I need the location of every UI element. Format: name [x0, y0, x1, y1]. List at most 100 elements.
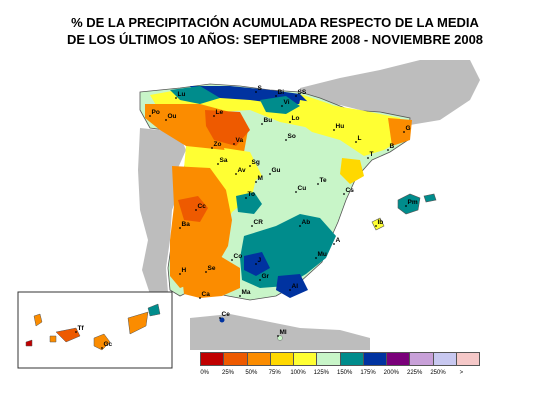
legend-tick: 125% — [313, 370, 330, 376]
city-label: Sa — [220, 157, 228, 164]
city-label: H — [182, 267, 187, 274]
city-label: Gr — [262, 273, 270, 280]
zone-yellow-ne — [296, 100, 404, 156]
mallorca — [397, 193, 421, 215]
city-dot — [245, 197, 247, 199]
city-dot — [255, 263, 257, 265]
legend-swatch — [410, 353, 434, 365]
city-dot — [333, 129, 335, 131]
legend: 0% 25% 50% 75% 100% 125% 150% 175% 200% 225% 250% > — [200, 352, 480, 384]
city-label: SS — [298, 89, 307, 96]
city-dot — [101, 347, 103, 349]
zone-orange-girona — [388, 118, 412, 146]
city-dot — [205, 271, 207, 273]
city-dot — [179, 227, 181, 229]
legend-tick: 225% — [406, 370, 423, 376]
city-label: B — [390, 143, 395, 150]
city-label: M — [258, 175, 263, 182]
legend-tick: 25% — [221, 370, 235, 376]
city-dot — [281, 105, 283, 107]
legend-tick: 200% — [383, 370, 400, 376]
title-line-2: DE LOS ÚLTIMOS 10 AÑOS: SEPTIEMBRE 2008 … — [66, 32, 484, 47]
city-label: Al — [292, 283, 299, 290]
ibiza — [371, 217, 385, 231]
city-dot — [165, 119, 167, 121]
city-dot — [75, 331, 77, 333]
city-dot — [343, 193, 345, 195]
city-dot — [299, 225, 301, 227]
city-label: Sg — [252, 159, 260, 166]
city-label: So — [288, 133, 296, 140]
city-dot — [179, 273, 181, 275]
city-label: Hu — [336, 123, 345, 130]
city-label: L — [358, 135, 362, 142]
city-label: Ca — [202, 291, 211, 298]
canary-gomera — [49, 335, 57, 343]
zone-blue-se — [244, 252, 270, 276]
zone-yellow-east — [340, 158, 364, 184]
legend-swatch — [247, 353, 271, 365]
city-label: Ma — [242, 289, 251, 296]
legend-swatch — [340, 353, 364, 365]
legend-swatch — [201, 353, 225, 365]
city-dot — [233, 143, 235, 145]
legend-tick: 250% — [430, 370, 446, 376]
city-label: Lu — [178, 91, 186, 98]
city-dot — [289, 289, 291, 291]
canary-fuerteventura — [127, 311, 149, 335]
france-land — [300, 60, 480, 125]
city-label: S — [258, 85, 263, 92]
city-dot — [251, 225, 253, 227]
legend-swatches — [200, 352, 480, 366]
city-label: T — [370, 151, 374, 158]
city-dot — [239, 295, 241, 297]
city-dot — [275, 95, 277, 97]
city-label: Bu — [264, 117, 273, 124]
legend-swatch — [363, 353, 387, 365]
zone-yellow-center — [224, 148, 262, 186]
city-label: Ou — [168, 113, 177, 120]
city-dot — [295, 95, 297, 97]
city-dot — [149, 115, 151, 117]
city-label: Co — [234, 253, 243, 260]
legend-tick: 175% — [360, 370, 376, 376]
city-label: To — [248, 191, 255, 198]
city-label: Ml — [280, 329, 287, 336]
city-label: Cc — [198, 203, 207, 210]
zone-red-cc — [178, 196, 208, 222]
city-dot — [199, 297, 201, 299]
city-dot — [213, 115, 215, 117]
map-title: % DE LA PRECIPITACIÓN ACUMULADA RESPECTO… — [0, 14, 550, 48]
city-dot — [261, 123, 263, 125]
city-label: Vi — [284, 99, 290, 106]
city-label: Cu — [298, 185, 307, 192]
city-dot — [355, 141, 357, 143]
zone-teal-center — [236, 192, 262, 214]
city-dot — [295, 191, 297, 193]
title-line-1: % DE LA PRECIPITACIÓN ACUMULADA RESPECTO… — [71, 15, 479, 30]
legend-tick: 100% — [290, 370, 306, 376]
city-dot — [375, 225, 377, 227]
legend-swatch — [224, 353, 248, 365]
legend-swatch — [294, 353, 318, 365]
city-dot — [211, 147, 213, 149]
legend-tick: 50% — [245, 370, 258, 376]
city-label: Cs — [346, 187, 355, 194]
city-dot — [285, 139, 287, 141]
city-dot — [403, 131, 405, 133]
city-label: Ba — [182, 221, 191, 228]
city-dot — [317, 183, 319, 185]
city-label: Mu — [318, 251, 327, 258]
zone-orange-south — [180, 256, 240, 298]
city-label: Te — [320, 177, 327, 184]
city-dot — [217, 163, 219, 165]
city-dot — [255, 181, 257, 183]
city-label: A — [336, 237, 341, 244]
city-label: Lo — [292, 115, 300, 122]
city-label: Gu — [272, 167, 281, 174]
city-label: G — [406, 125, 411, 132]
city-dot — [259, 279, 261, 281]
city-label: Av — [238, 167, 246, 174]
city-dot — [231, 259, 233, 261]
